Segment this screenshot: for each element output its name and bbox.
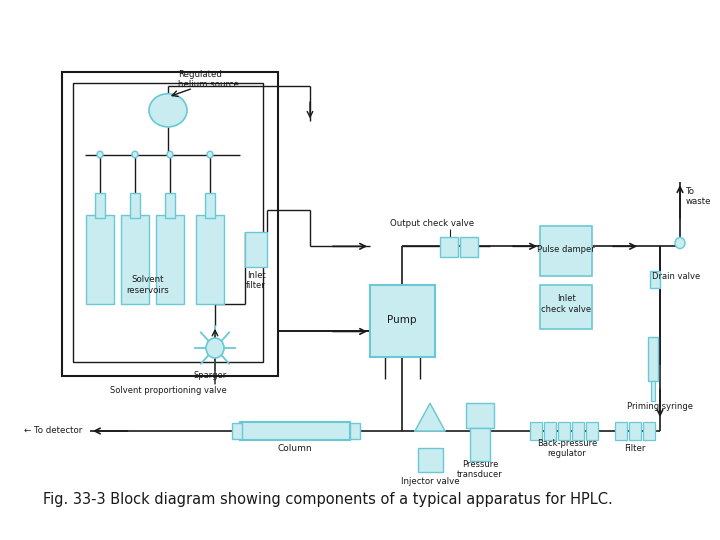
Bar	[121, 215, 149, 304]
Bar	[62, 72, 278, 376]
Text: Inlet
filter: Inlet filter	[246, 271, 266, 291]
Bar	[440, 238, 458, 258]
Bar	[95, 193, 105, 218]
Bar	[232, 423, 242, 438]
Bar	[73, 83, 263, 362]
Text: Inlet
check valve: Inlet check valve	[541, 294, 591, 314]
Text: Fig. 33-3 Block diagram showing components of a typical apparatus for HPLC.: Fig. 33-3 Block diagram showing componen…	[43, 492, 613, 507]
Bar	[651, 381, 655, 401]
Text: Back-pressure
regulator: Back-pressure regulator	[537, 439, 597, 458]
Bar	[544, 422, 556, 440]
Bar	[245, 232, 267, 267]
Bar	[460, 238, 478, 258]
Bar	[558, 422, 570, 440]
Bar	[530, 422, 542, 440]
Text: Solvent proportioning valve: Solvent proportioning valve	[109, 386, 226, 395]
Bar	[196, 215, 224, 304]
Text: Drain valve: Drain valve	[652, 272, 700, 281]
Circle shape	[206, 338, 224, 358]
Bar	[350, 423, 360, 438]
Text: To
waste: To waste	[686, 187, 711, 206]
Text: Filter: Filter	[624, 444, 646, 453]
Bar	[418, 448, 443, 472]
Circle shape	[97, 151, 103, 158]
Bar	[130, 193, 140, 218]
Text: Pressure
transducer: Pressure transducer	[457, 460, 503, 480]
Polygon shape	[415, 403, 445, 431]
Bar	[650, 271, 660, 288]
Bar	[572, 422, 584, 440]
Circle shape	[167, 151, 173, 158]
Text: Output check valve: Output check valve	[390, 219, 474, 227]
Bar	[629, 422, 641, 440]
Circle shape	[675, 238, 685, 248]
Text: ← To detector: ← To detector	[24, 427, 82, 435]
Bar	[86, 215, 114, 304]
Bar	[643, 422, 655, 440]
Bar	[370, 285, 435, 357]
Text: Pump: Pump	[387, 315, 417, 326]
Ellipse shape	[149, 94, 187, 127]
Bar	[540, 285, 592, 329]
Circle shape	[132, 151, 138, 158]
Text: Priming syringe: Priming syringe	[627, 402, 693, 411]
Text: Column: Column	[278, 444, 312, 453]
Text: Sparger: Sparger	[194, 371, 227, 380]
Text: Regulated
helium source: Regulated helium source	[178, 70, 239, 89]
Bar	[470, 428, 490, 461]
Text: Solvent
reservoirs: Solvent reservoirs	[127, 275, 169, 295]
Bar	[156, 215, 184, 304]
Bar	[240, 422, 350, 440]
Bar	[205, 193, 215, 218]
Bar	[615, 422, 627, 440]
Bar	[165, 193, 175, 218]
Text: Pulse damper: Pulse damper	[537, 245, 595, 254]
Circle shape	[207, 151, 213, 158]
Text: Injector valve: Injector valve	[401, 477, 459, 487]
Bar	[586, 422, 598, 440]
Bar	[648, 337, 658, 381]
Bar	[540, 226, 592, 276]
Bar	[466, 403, 494, 428]
